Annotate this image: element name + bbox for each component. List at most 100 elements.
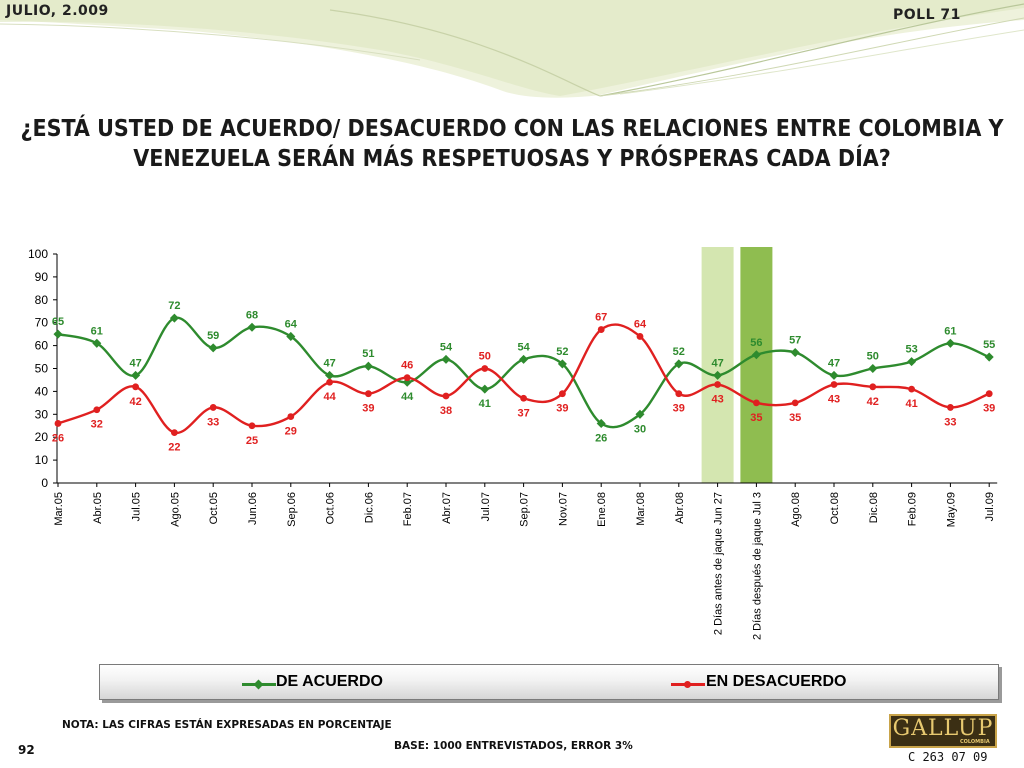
data-label: 72 [168,300,180,312]
data-label: 52 [673,346,685,358]
line-chart: 0 10 20 30 40 50 60 70 80 90 100 Mar.05 Abr.05 Jul.05… [28,247,998,640]
x-tick-label: Oct.06 [325,492,337,524]
data-label: 61 [944,325,956,337]
x-tick-label: 2 Días antes de jaque Jun 27 [713,492,725,635]
y-tick-label: 90 [35,270,49,284]
data-point-acuerdo [325,370,335,380]
data-point-desacuerdo [636,333,644,340]
data-point-desacuerdo [209,404,217,411]
data-label: 22 [168,442,180,454]
data-label: 41 [905,398,917,410]
data-label: 47 [711,357,723,369]
data-label: 46 [401,360,413,372]
page-number: 92 [18,743,35,757]
y-tick-label: 70 [35,316,49,330]
data-label: 50 [867,351,879,363]
y-tick-label: 60 [35,339,49,353]
data-label: 43 [828,394,840,406]
data-point-acuerdo [480,384,490,394]
data-label: 39 [362,403,374,415]
x-tick-label: Abr.05 [92,492,104,524]
highlight-band [701,247,734,483]
data-point-acuerdo [363,361,373,371]
y-tick-label: 10 [35,453,49,467]
highlight-band [740,247,773,483]
data-point-desacuerdo [908,385,915,393]
data-label: 54 [440,341,453,353]
data-point-desacuerdo [54,420,62,427]
data-point-acuerdo [945,338,955,348]
data-label: 56 [750,337,762,349]
y-tick-label: 100 [28,247,48,261]
data-point-desacuerdo [365,390,372,398]
data-label: 68 [246,309,258,321]
data-point-desacuerdo [481,365,489,372]
legend-desacuerdo-label: EN DESACUERDO [706,673,847,690]
data-label: 43 [711,394,723,406]
data-label: 39 [983,403,995,415]
data-point-desacuerdo [326,378,333,386]
data-label: 35 [789,412,801,424]
gallup-logo-subtitle: COLOMBIA [960,739,990,745]
data-point-desacuerdo [985,390,993,398]
data-label: 65 [52,316,64,328]
legend-desacuerdo-marker [684,681,691,688]
x-tick-label: Sep.06 [286,492,298,527]
data-label: 64 [285,318,298,330]
x-tick-label: Nov.07 [557,492,569,526]
data-label: 30 [634,423,646,435]
data-point-desacuerdo [675,390,683,398]
data-point-desacuerdo [442,392,450,400]
data-point-desacuerdo [171,429,178,437]
data-label: 33 [207,416,219,428]
data-point-acuerdo [829,370,839,380]
data-label: 41 [479,398,491,410]
y-tick-label: 20 [35,430,49,444]
data-label: 25 [246,435,258,447]
question-line-1: ¿ESTÁ USTED DE ACUERDO/ DESACUERDO CON L… [20,116,1004,142]
data-point-desacuerdo [93,406,101,414]
x-tick-label: Ago.08 [790,492,802,527]
data-label: 29 [285,426,297,438]
data-label: 47 [323,357,335,369]
x-tick-label: Mar.08 [635,492,647,526]
data-point-acuerdo [790,347,800,357]
gallup-logo: GALLUP [889,714,997,748]
data-point-desacuerdo [132,383,140,391]
x-tick-label: 2 Días después de jaque Jul 3 [751,492,763,640]
legend-acuerdo-marker [253,679,264,690]
data-label: 32 [91,419,103,431]
data-label: 50 [479,351,491,363]
poll-number: POLL 71 [893,7,961,23]
data-label: 61 [91,325,103,337]
x-tick-label: Jul.09 [984,492,996,521]
data-point-acuerdo [907,357,917,367]
data-point-acuerdo [208,343,218,353]
x-tick-label: Jul.05 [131,492,143,521]
data-label: 35 [750,412,762,424]
header-wave-decoration [0,0,1024,98]
data-label: 37 [517,407,529,419]
data-label: 47 [129,357,141,369]
data-label: 39 [556,403,568,415]
y-tick-label: 80 [35,293,49,307]
data-label: 42 [129,396,141,408]
legend-acuerdo-label: DE ACUERDO [276,673,383,690]
data-point-desacuerdo [830,381,838,388]
y-tick-label: 50 [35,362,49,376]
data-label: 64 [634,318,647,330]
x-tick-label: Sep.07 [519,492,531,527]
data-point-acuerdo [868,363,878,374]
data-point-acuerdo [984,352,994,362]
question-title: ¿ESTÁ USTED DE ACUERDO/ DESACUERDO CON L… [0,114,1024,174]
x-tick-label: Jun.06 [247,492,259,525]
data-point-desacuerdo [248,422,256,430]
x-tick-label: Feb.07 [402,492,414,526]
data-label: 51 [362,348,374,360]
data-point-desacuerdo [403,374,411,382]
x-tick-label: Oct.05 [208,492,220,524]
data-label: 39 [673,403,685,415]
data-label: 26 [52,432,64,444]
data-label: 53 [905,344,917,356]
y-tick-label: 0 [41,476,48,490]
